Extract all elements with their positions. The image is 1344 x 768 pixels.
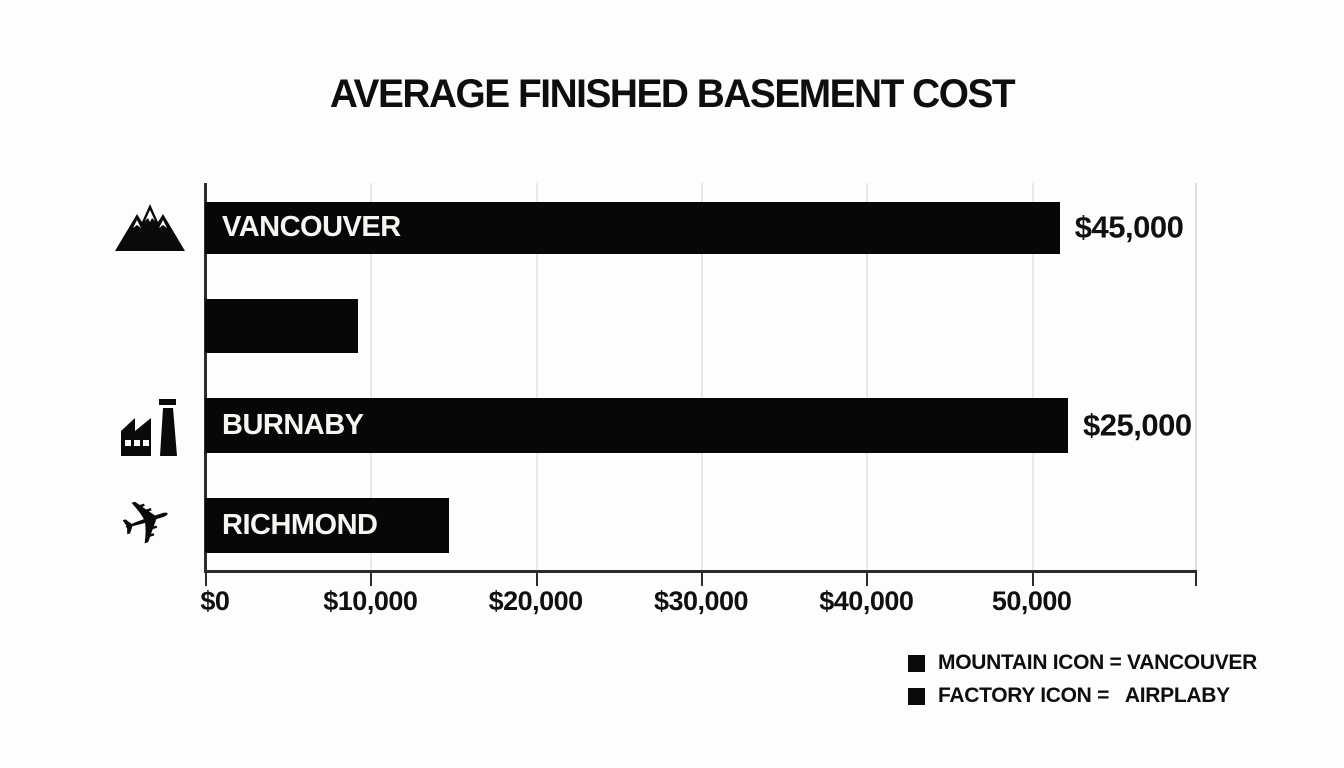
- gridline: [701, 183, 703, 570]
- axis-tick: [205, 573, 207, 586]
- bar-value-label: $25,000: [1083, 406, 1192, 442]
- axis-tick: [535, 573, 538, 586]
- airplane-icon: ✈: [111, 481, 183, 564]
- legend-text: MOUNTAIN ICON = VANCOUVER: [938, 651, 1257, 674]
- plot-right-border: [1195, 183, 1197, 570]
- gridline: [535, 183, 538, 570]
- bar-burnaby: BURNABY $25,000: [205, 398, 1192, 453]
- x-axis-labels: $0 $10,000 $20,000 $30,000 $40,000 50,00…: [200, 586, 1197, 620]
- bar-label: BURNABY: [222, 408, 364, 441]
- bar-vancouver: VANCOUVER $45,000: [205, 202, 1184, 254]
- chart-title: AVERAGE FINISHED BASEMENT COST: [329, 72, 1016, 116]
- axis-tick: [701, 573, 703, 586]
- legend-row-factory: FACTORY ICON = AIRPLABY: [908, 684, 1257, 708]
- bar-unlabeled: [205, 299, 358, 353]
- x-axis-line: [204, 570, 1197, 573]
- legend-square-icon: [908, 687, 925, 705]
- x-tick-label: $40,000: [819, 586, 914, 616]
- x-tick-label: $10,000: [323, 586, 418, 616]
- mountain-icon: [115, 204, 185, 251]
- x-tick-label: $0: [200, 586, 230, 616]
- axis-tick: [1031, 573, 1034, 586]
- legend-row-mountain: MOUNTAIN ICON = VANCOUVER: [908, 651, 1257, 675]
- axis-tick: [1195, 573, 1197, 586]
- bar-label: RICHMOND: [222, 508, 378, 541]
- bar-value-label: $45,000: [1074, 209, 1184, 245]
- gridline: [370, 183, 373, 570]
- x-tick-label: $30,000: [653, 586, 749, 616]
- legend-text: FACTORY ICON = AIRPLABY: [938, 684, 1230, 707]
- plot-area: VANCOUVER $45,000 BURNABY $25,000 RICHMO…: [204, 183, 1197, 586]
- legend: MOUNTAIN ICON = VANCOUVER FACTORY ICON =…: [908, 651, 1257, 717]
- factory-icon: [121, 399, 177, 456]
- gridline: [866, 183, 869, 570]
- legend-square-icon: [908, 654, 925, 672]
- bar-label: VANCOUVER: [222, 210, 401, 243]
- y-axis-line: [204, 183, 207, 570]
- x-tick-label: 50,000: [991, 586, 1072, 616]
- x-tick-label: $20,000: [488, 586, 584, 616]
- axis-tick: [370, 573, 373, 586]
- gridline: [1031, 183, 1034, 570]
- bar-richmond: RICHMOND: [205, 498, 449, 553]
- axis-tick: [866, 573, 869, 586]
